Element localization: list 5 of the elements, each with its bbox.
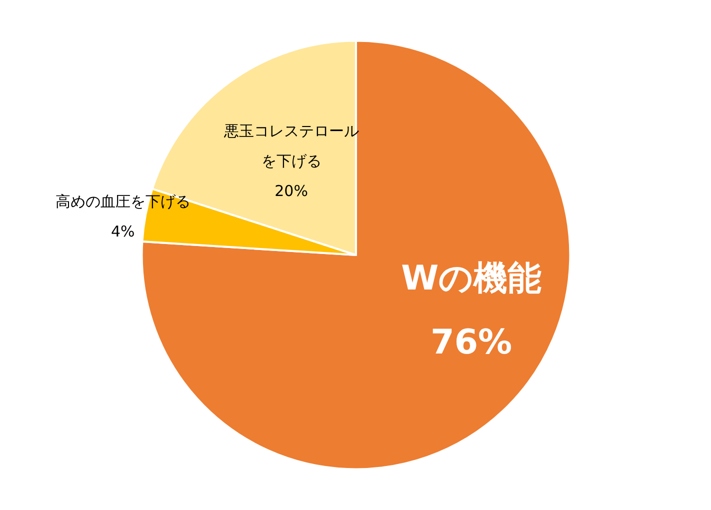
slice-label: 悪玉コレステロールを下げる (222, 122, 359, 170)
data-label: 76% (430, 322, 512, 362)
data-label: 4% (110, 222, 135, 240)
data-label: 20% (274, 182, 308, 200)
slice-label: Wの機能 (401, 258, 542, 298)
